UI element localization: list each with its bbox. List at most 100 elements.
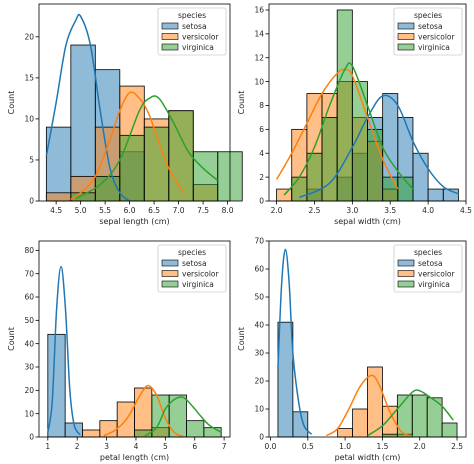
y-tick-label: 10 [254,405,264,414]
y-tick-label: 2 [259,173,264,182]
legend-label-virginica: virginica [182,43,214,52]
kde-line-virginica [283,62,414,196]
chart-4: 0.0 0.5 1.0 1.5 2.0 2.5 0 10 20 30 40 50 60 70 petal w… [237,237,467,462]
y-tick-label: 40 [254,321,264,330]
legend-box [393,7,463,56]
bar-virginica [192,151,219,202]
y-tick-label: 70 [254,237,264,246]
bar-virginica [291,176,308,202]
y-tick-label: 16 [254,6,264,15]
x-tick-label: 3 [104,442,109,451]
bar-virginica [382,176,399,202]
legend-swatch-virginica [161,43,179,51]
legend-label-versicolor: versicolor [182,270,220,279]
chart-1: 4.5 5.0 5.5 6.0 6.5 7.0 7.5 8.0 0 5 10 15 20 sepal le… [7,3,243,226]
x-tick-label: 7.0 [173,206,185,215]
bar-setosa [427,188,444,202]
y-tick-label: 0 [259,197,264,206]
bar-virginica [94,175,121,202]
y-tick-label: 70 [24,269,34,278]
kde-line-setosa [298,94,459,199]
bar-virginica [382,433,398,438]
bar-virginica [336,9,353,202]
legend-swatch-setosa [397,259,415,267]
y-tick-label: 10 [24,115,34,124]
x-tick-label: 4.5 [50,206,62,215]
y-tick-label: 50 [24,316,34,325]
kde-line-virginica [75,95,219,200]
axes-frame [268,3,467,202]
legend-label-setosa: setosa [418,259,443,268]
x-axis-label: sepal length (cm) [99,217,169,226]
x-tick-label: 4.5 [460,206,472,215]
legend-title: species [414,248,442,257]
legend-label-setosa: setosa [418,22,443,31]
kde-line-setosa [47,265,81,436]
legend-label-versicolor: versicolor [418,33,456,42]
bar-setosa [45,126,72,202]
legend-swatch-virginica [397,280,415,288]
x-tick-label: 7 [222,442,227,451]
y-tick-label: 0 [29,197,34,206]
x-tick-label: 2.5 [308,206,320,215]
x-tick-label: 6.5 [148,206,160,215]
legend-title: species [178,248,206,257]
legend-label-versicolor: versicolor [182,33,220,42]
y-tick-label: 20 [24,386,34,395]
y-tick-label: 20 [254,377,264,386]
x-axis-label: petal width (cm) [335,453,401,462]
kde-line-virginica [367,389,454,437]
y-tick-label: 15 [24,74,34,83]
bar-virginica [441,422,458,438]
y-tick-label: 12 [254,53,264,62]
x-tick-label: 1.5 [376,442,388,451]
axes-frame [38,240,231,438]
chart-2: 2.0 2.5 3.0 3.5 4.0 4.5 0 2 4 6 8 10 12 14 16 sepal wid… [237,3,472,226]
y-tick-label: 40 [24,339,34,348]
bar-virginica [411,394,428,438]
x-tick-label: 8.0 [222,206,234,215]
x-tick-label: 0.5 [302,442,314,451]
x-tick-label: 2.0 [271,206,283,215]
legend-label-setosa: setosa [182,22,207,31]
y-tick-label: 50 [254,293,264,302]
legend-swatch-versicolor [397,270,415,277]
bar-virginica [321,117,338,202]
y-tick-label: 6 [259,125,264,134]
x-axis-label: petal length (cm) [100,453,169,462]
y-axis-label: Count [237,327,246,351]
legend-swatch-setosa [161,22,179,30]
axes-frame [38,3,231,202]
x-tick-label: 3.0 [346,206,358,215]
legend-box [157,244,227,293]
x-tick-label: 2 [75,442,80,451]
bar-virginica [186,420,205,438]
x-tick-label: 6 [192,442,197,451]
y-tick-label: 60 [24,293,34,302]
bar-versicolor [352,408,368,438]
x-tick-label: 1.0 [339,442,351,451]
bar-setosa [70,44,96,202]
x-axis-label: sepal width (cm) [334,217,401,226]
legend-swatch-versicolor [161,270,179,277]
x-tick-label: 1 [45,442,50,451]
y-tick-label: 14 [254,30,264,39]
legend-swatch-setosa [161,259,179,267]
kde-line-versicolor [70,91,185,200]
legend-box [393,244,463,293]
legend-label-virginica: virginica [418,280,450,289]
legend-label-virginica: virginica [418,43,450,52]
x-tick-label: 0.0 [265,442,277,451]
bar-virginica [203,427,222,438]
x-tick-label: 3.5 [384,206,396,215]
x-tick-label: 5 [163,442,168,451]
x-tick-label: 5.5 [99,206,111,215]
kde-line-setosa [45,13,131,202]
bar-virginica [143,126,170,202]
bar-versicolor [82,429,101,438]
